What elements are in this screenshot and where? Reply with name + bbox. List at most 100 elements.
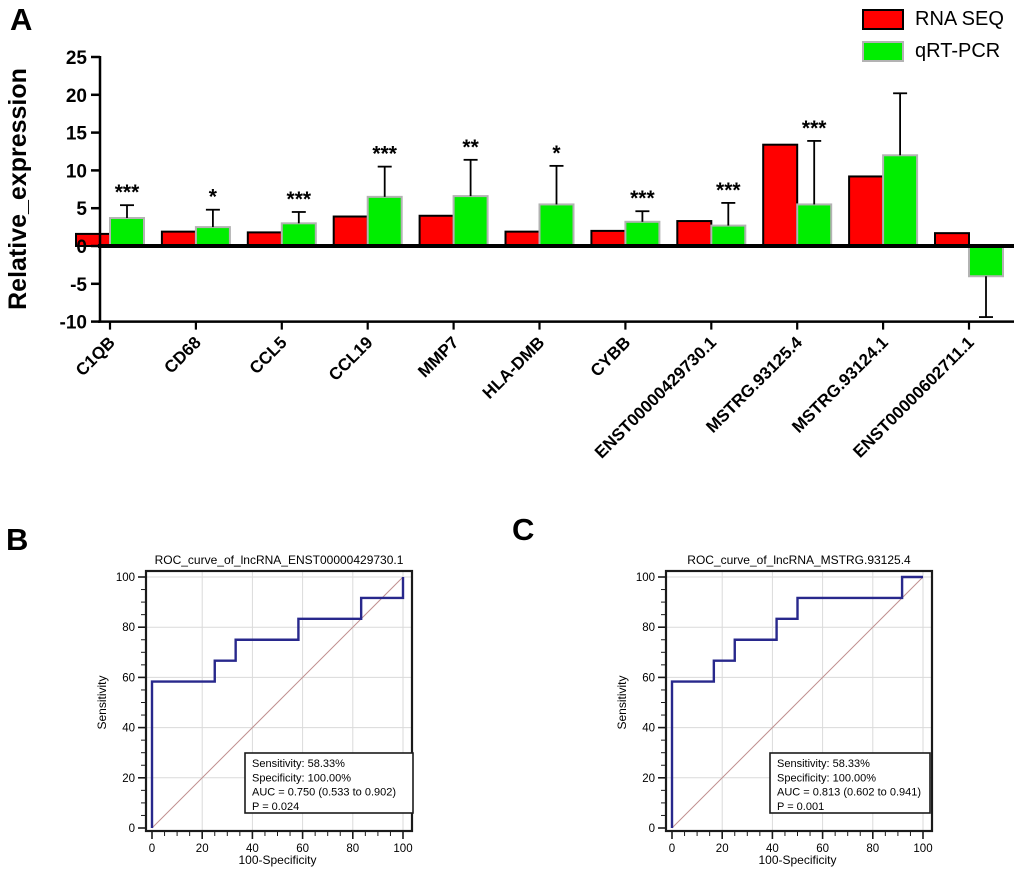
y-tick-label: 100 xyxy=(636,572,655,584)
legend-item-qrtpcr: qRT-PCR xyxy=(862,40,1004,63)
bar-rnaseq-MSTRG.93124.1 xyxy=(848,175,885,247)
stats-line: AUC = 0.750 (0.533 to 0.902) xyxy=(252,787,396,799)
panel-b-label: B xyxy=(6,522,29,557)
bar-rnaseq-ENST00000429730.1 xyxy=(676,220,713,248)
x-tick-label: 40 xyxy=(766,843,779,855)
category-label-CCL5: CCL5 xyxy=(246,333,291,378)
category-label-CYBB: CYBB xyxy=(587,333,634,380)
x-tick-label: 20 xyxy=(196,843,209,855)
significance-marker-C1QB: *** xyxy=(115,181,140,204)
bar-rnaseq-HLA-DMB xyxy=(504,230,541,248)
category-label-C1QB: C1QB xyxy=(72,333,119,380)
significance-marker-CYBB: *** xyxy=(630,187,655,210)
y-tick-label: 40 xyxy=(122,723,135,735)
x-tick-label: 40 xyxy=(246,843,259,855)
bar-qrtpcr-MMP7 xyxy=(452,195,489,248)
significance-marker-HLA-DMB: * xyxy=(552,142,561,165)
y-tick-label: 5 xyxy=(76,199,87,220)
bar-rnaseq-CD68 xyxy=(160,230,197,248)
plot-frame xyxy=(664,569,934,833)
y-tick-label: 20 xyxy=(66,86,87,107)
y-tick-label: -10 xyxy=(60,313,87,334)
y-tick-label: 60 xyxy=(642,672,655,684)
roc-curve xyxy=(670,575,923,828)
bar-rnaseq-CCL5 xyxy=(246,231,283,247)
y-tick-label: 20 xyxy=(122,773,135,785)
x-axis-label: 100-Specificity xyxy=(238,853,316,867)
roc-chart-b: ROC_curve_of_lncRNA_ENST00000429730.1 0 0 2… xyxy=(95,553,414,867)
roc-curve xyxy=(150,577,405,828)
y-axis-label: Sensitivity xyxy=(95,675,109,729)
x-tick-label: 0 xyxy=(149,843,155,855)
bar-qrtpcr-CD68 xyxy=(194,226,231,248)
y-tick-label: 80 xyxy=(642,622,655,634)
stats-line: P = 0.024 xyxy=(252,801,299,813)
bar-rnaseq-CYBB xyxy=(590,229,627,248)
roc-chart-c: ROC_curve_of_lncRNA_MSTRG.93125.4 0 0 20 20 4… xyxy=(615,553,934,867)
stats-line: P = 0.001 xyxy=(777,801,824,813)
significance-marker-ENST00000429730.1: *** xyxy=(716,179,741,202)
bar-qrtpcr-CCL19 xyxy=(366,195,403,247)
category-label-CD68: CD68 xyxy=(161,333,205,377)
y-tick-label: 0 xyxy=(76,237,87,258)
bar-qrtpcr-MSTRG.93124.1 xyxy=(882,154,919,247)
category-label-CCL19: CCL19 xyxy=(325,333,377,385)
legend-swatch-rnaseq xyxy=(862,9,904,30)
stats-line: Specificity: 100.00% xyxy=(777,772,876,784)
bar-qrtpcr-ENST00000602711.1 xyxy=(968,245,1004,278)
x-tick-label: 80 xyxy=(346,843,359,855)
y-tick-label: 15 xyxy=(66,124,88,145)
bar-chart: *** C1QB * CD68 *** CCL5 *** CCL19 ** MMP7 * HLA-DM… xyxy=(4,48,1014,462)
x-tick-label: 20 xyxy=(716,843,729,855)
roc-title: ROC_curve_of_lncRNA_MSTRG.93125.4 xyxy=(687,553,911,567)
significance-marker-MSTRG.93125.4: *** xyxy=(802,117,827,140)
legend-item-rnaseq: RNA SEQ xyxy=(862,8,1004,31)
significance-marker-MMP7: ** xyxy=(462,136,479,159)
bar-qrtpcr-C1QB xyxy=(109,217,145,247)
significance-marker-CD68: * xyxy=(209,186,218,209)
stats-box xyxy=(244,752,414,814)
diagonal-reference-line xyxy=(671,576,924,829)
bar-qrtpcr-HLA-DMB xyxy=(538,203,575,247)
y-tick-label: 0 xyxy=(649,823,655,835)
bar-qrtpcr-CYBB xyxy=(624,220,661,247)
x-tick-label: 100 xyxy=(913,843,932,855)
panel-c-label: C xyxy=(512,512,535,547)
y-tick-label: 100 xyxy=(116,572,135,584)
stats-line: AUC = 0.813 (0.602 to 0.941) xyxy=(777,787,921,799)
legend-label-rnaseq: RNA SEQ xyxy=(915,8,1004,30)
bar-rnaseq-CCL19 xyxy=(332,215,369,248)
x-tick-label: 60 xyxy=(296,843,309,855)
y-tick-label: 20 xyxy=(642,773,655,785)
bar-rnaseq-MMP7 xyxy=(418,214,455,247)
category-label-HLA-DMB: HLA-DMB xyxy=(479,333,549,403)
category-label-MMP7: MMP7 xyxy=(414,333,462,381)
stats-line: Specificity: 100.00% xyxy=(252,772,351,784)
y-tick-label: -5 xyxy=(70,275,87,296)
roc-title: ROC_curve_of_lncRNA_ENST00000429730.1 xyxy=(155,553,404,567)
y-tick-label: 0 xyxy=(129,823,135,835)
y-tick-label: 10 xyxy=(66,161,87,182)
panel-a-label: A xyxy=(10,2,33,37)
significance-marker-CCL19: *** xyxy=(372,143,397,166)
plot-frame xyxy=(144,569,414,833)
stats-box xyxy=(769,752,931,814)
legend-label-qrtpcr: qRT-PCR xyxy=(915,40,1001,62)
bar-rnaseq-MSTRG.93125.4 xyxy=(762,143,799,247)
x-tick-label: 100 xyxy=(393,843,412,855)
bar-qrtpcr-ENST00000429730.1 xyxy=(710,224,747,247)
x-axis-label: 100-Specificity xyxy=(758,853,836,867)
x-tick-label: 60 xyxy=(816,843,829,855)
y-tick-label: 40 xyxy=(642,723,655,735)
y-tick-label: 80 xyxy=(122,622,135,634)
stats-line: Sensitivity: 58.33% xyxy=(777,758,870,770)
bar-qrtpcr-CCL5 xyxy=(280,222,317,248)
y-tick-label: 60 xyxy=(122,672,135,684)
y-axis-title: Relative_expression xyxy=(4,68,32,310)
significance-marker-CCL5: *** xyxy=(287,188,312,211)
y-tick-label: 25 xyxy=(66,48,88,69)
y-axis-label: Sensitivity xyxy=(615,675,629,729)
legend-swatch-qrtpcr xyxy=(862,41,904,62)
bar-qrtpcr-MSTRG.93125.4 xyxy=(796,203,833,247)
